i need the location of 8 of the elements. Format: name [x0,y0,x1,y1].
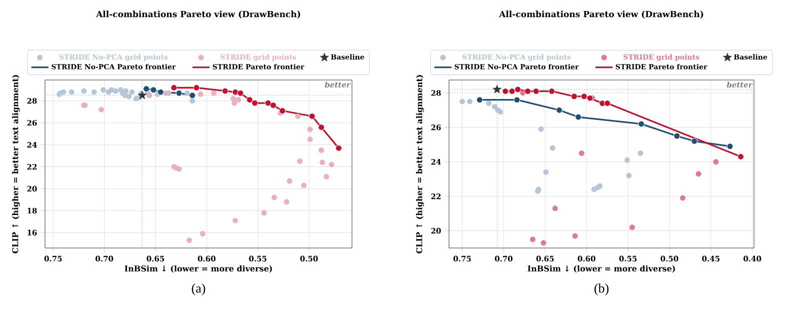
x-axis-title: InBSim ↓ (lower = more diverse) [528,265,675,273]
y-axis-title: CLIP ↑ (higher = better text alignment) [12,75,20,254]
chart-title: All-combinations Pareto view (DrawBench) [499,10,704,18]
text: (b) [594,284,609,296]
x-axis-title: InBSim ↓ (lower = more diverse) [124,265,272,273]
text: (a) [192,284,206,296]
y-axis-title: CLIP ↑ (higher = better text alignment) [416,75,424,254]
chart-title: All-combinations Pareto view (DrawBench) [96,10,300,18]
